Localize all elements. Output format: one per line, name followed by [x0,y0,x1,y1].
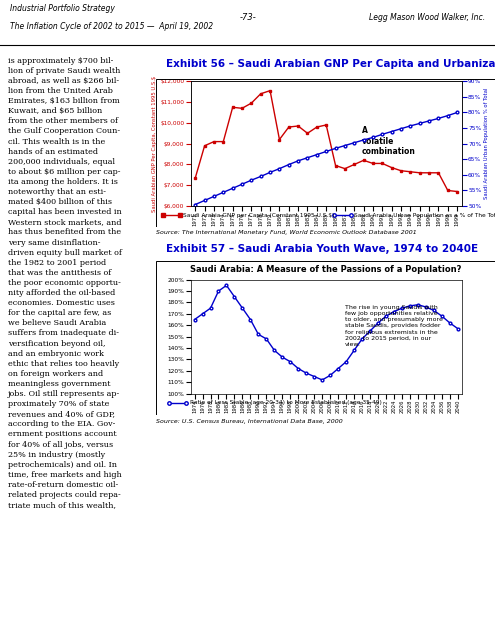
Y-axis label: Saudi Arabian Urban Population % of Total: Saudi Arabian Urban Population % of Tota… [484,88,489,200]
Text: Exhibit 57 – Saudi Arabia Youth Wave, 1974 to 2040E: Exhibit 57 – Saudi Arabia Youth Wave, 19… [166,244,478,254]
Text: is approximately $700 bil-
lion of private Saudi wealth
abroad, as well as $266 : is approximately $700 bil- lion of priva… [8,57,122,509]
Text: Legg Mason Wood Walker, Inc.: Legg Mason Wood Walker, Inc. [369,13,485,22]
Text: Industrial Portfolio Strategy: Industrial Portfolio Strategy [10,4,115,13]
Text: Ratio of Less Stable (age 20-34) to More Established (age 35-49): Ratio of Less Stable (age 20-34) to More… [190,400,382,405]
Text: Source: U.S. Census Bureau, International Data Base, 2000: Source: U.S. Census Bureau, Internationa… [156,419,343,424]
Text: Source: The International Monetary Fund, World Economic Outlook Database 2001: Source: The International Monetary Fund,… [156,230,417,235]
Text: The Inflation Cycle of 2002 to 2015 —  April 19, 2002: The Inflation Cycle of 2002 to 2015 — Ap… [10,22,213,31]
Text: The rise in young Saudis with
few job opportunities relative
to older, and presu: The rise in young Saudis with few job op… [345,305,443,347]
Text: Saudi Arabia Urban Population as a % of The Total: Saudi Arabia Urban Population as a % of … [354,212,495,218]
Text: Exhibit 56 – Saudi Arabian GNP Per Capita and Urbanization: Exhibit 56 – Saudi Arabian GNP Per Capit… [166,60,495,69]
Text: -73-: -73- [239,13,256,22]
Text: Saudi Arabia: A Measure of the Passions of a Population?: Saudi Arabia: A Measure of the Passions … [190,265,461,275]
Text: Saudi Arabia GNP per Capita (Constant 1995 U.S.$): Saudi Arabia GNP per Capita (Constant 19… [183,212,335,218]
Y-axis label: Saudi Arabian GNP Per Capita, Constant 1995 U.S.$: Saudi Arabian GNP Per Capita, Constant 1… [152,76,157,212]
Text: A
volatile
combination: A volatile combination [361,126,415,156]
